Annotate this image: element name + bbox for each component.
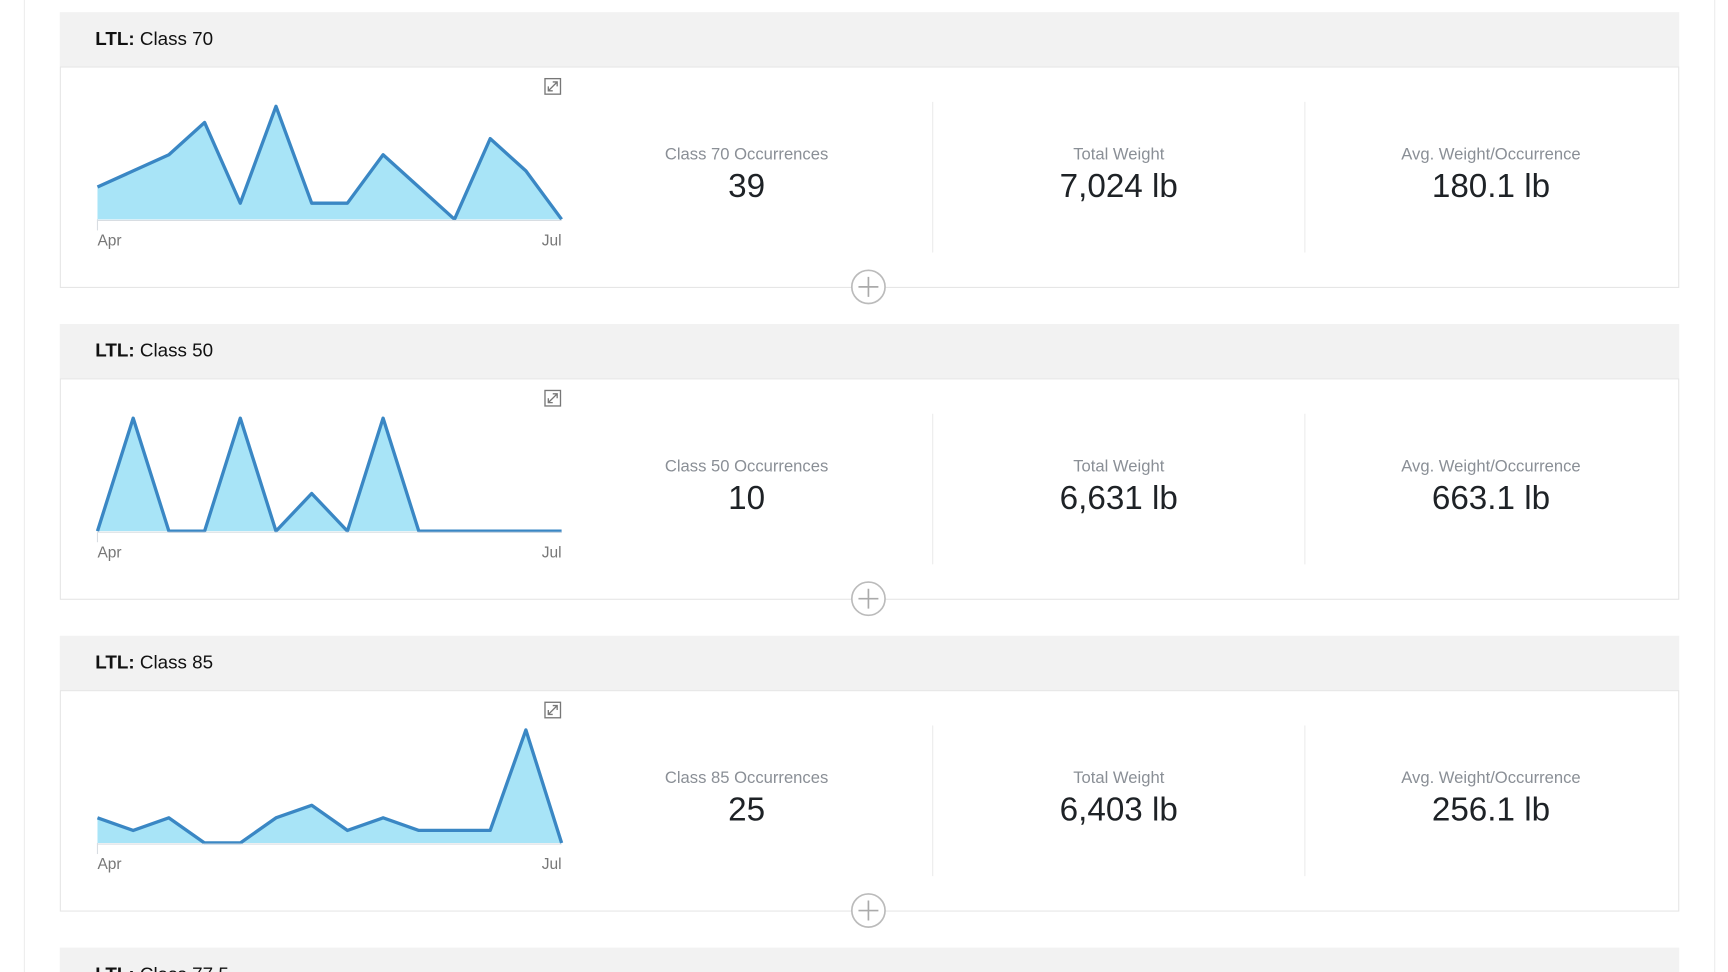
panel-body [59,690,1680,912]
icon-arrow [547,81,558,92]
add-button[interactable] [850,893,886,928]
x-tick-label: Jul [542,233,562,250]
panel-title: LTL: Class 50 [95,340,213,361]
stat-label: Total Weight [1073,144,1164,163]
title-prefix: LTL: [95,28,134,49]
x-tick-label: Apr [97,856,121,873]
line [96,104,563,221]
add-plus [858,900,879,921]
x-tick-label: Apr [97,233,121,250]
stat-value: 256.1 lb [1432,792,1550,829]
expand-button[interactable] [544,77,562,95]
title-prefix: LTL: [95,963,134,972]
panel-header [59,947,1680,972]
expand-button[interactable] [544,701,562,719]
add-plus [858,276,879,297]
stat-value: 7,024 lb [1060,168,1178,205]
panel-body [59,378,1680,600]
stat-label: Total Weight [1073,456,1164,475]
stat-value: 6,631 lb [1060,480,1178,517]
panel-title: LTL: Class 77.5 [95,963,229,972]
add-plus [858,588,879,609]
stat-value: 663.1 lb [1432,480,1550,517]
x-tick-label: Jul [542,544,562,561]
stat-value: 10 [728,480,765,517]
add-button[interactable] [850,269,886,305]
panel-body [59,66,1680,288]
stat-value: 6,403 lb [1060,792,1178,829]
stat-value: 180.1 lb [1432,168,1550,205]
icon-frame [544,77,562,95]
title-text: Class 70 [140,28,213,49]
panel-header [59,324,1680,379]
x-tick-label: Jul [542,856,562,873]
icon-arrow [547,704,558,716]
area-fill [97,418,562,532]
stat-value: 39 [728,168,765,205]
title-prefix: LTL: [95,340,134,361]
panel-header [59,12,1680,67]
icon-frame [544,389,562,407]
panel-title: LTL: Class 70 [95,28,213,49]
line [96,728,564,845]
area-fill [97,106,562,220]
expand-button[interactable] [544,389,562,407]
icon-arrow [547,393,558,404]
title-text: Class 85 [140,651,213,672]
stat-label: Class 70 Occurrences [665,144,828,163]
stat-label: Class 50 Occurrences [665,456,828,475]
stat-label: Total Weight [1073,768,1164,787]
add-button[interactable] [850,581,886,617]
title-text: Class 77.5 [140,963,229,972]
panel-header [59,635,1680,691]
icon-frame [544,701,562,719]
stat-value: 25 [728,792,765,829]
x-tick-label: Apr [97,544,121,561]
panel-title: LTL: Class 85 [95,651,213,672]
title-prefix: LTL: [95,651,134,672]
title-text: Class 50 [140,340,213,361]
stat-label: Avg. Weight/Occurrence [1401,144,1580,163]
line [95,416,562,533]
stat-label: Avg. Weight/Occurrence [1401,768,1580,787]
stat-label: Class 85 Occurrences [665,768,828,787]
stat-label: Avg. Weight/Occurrence [1401,456,1580,475]
area-fill [97,729,562,843]
